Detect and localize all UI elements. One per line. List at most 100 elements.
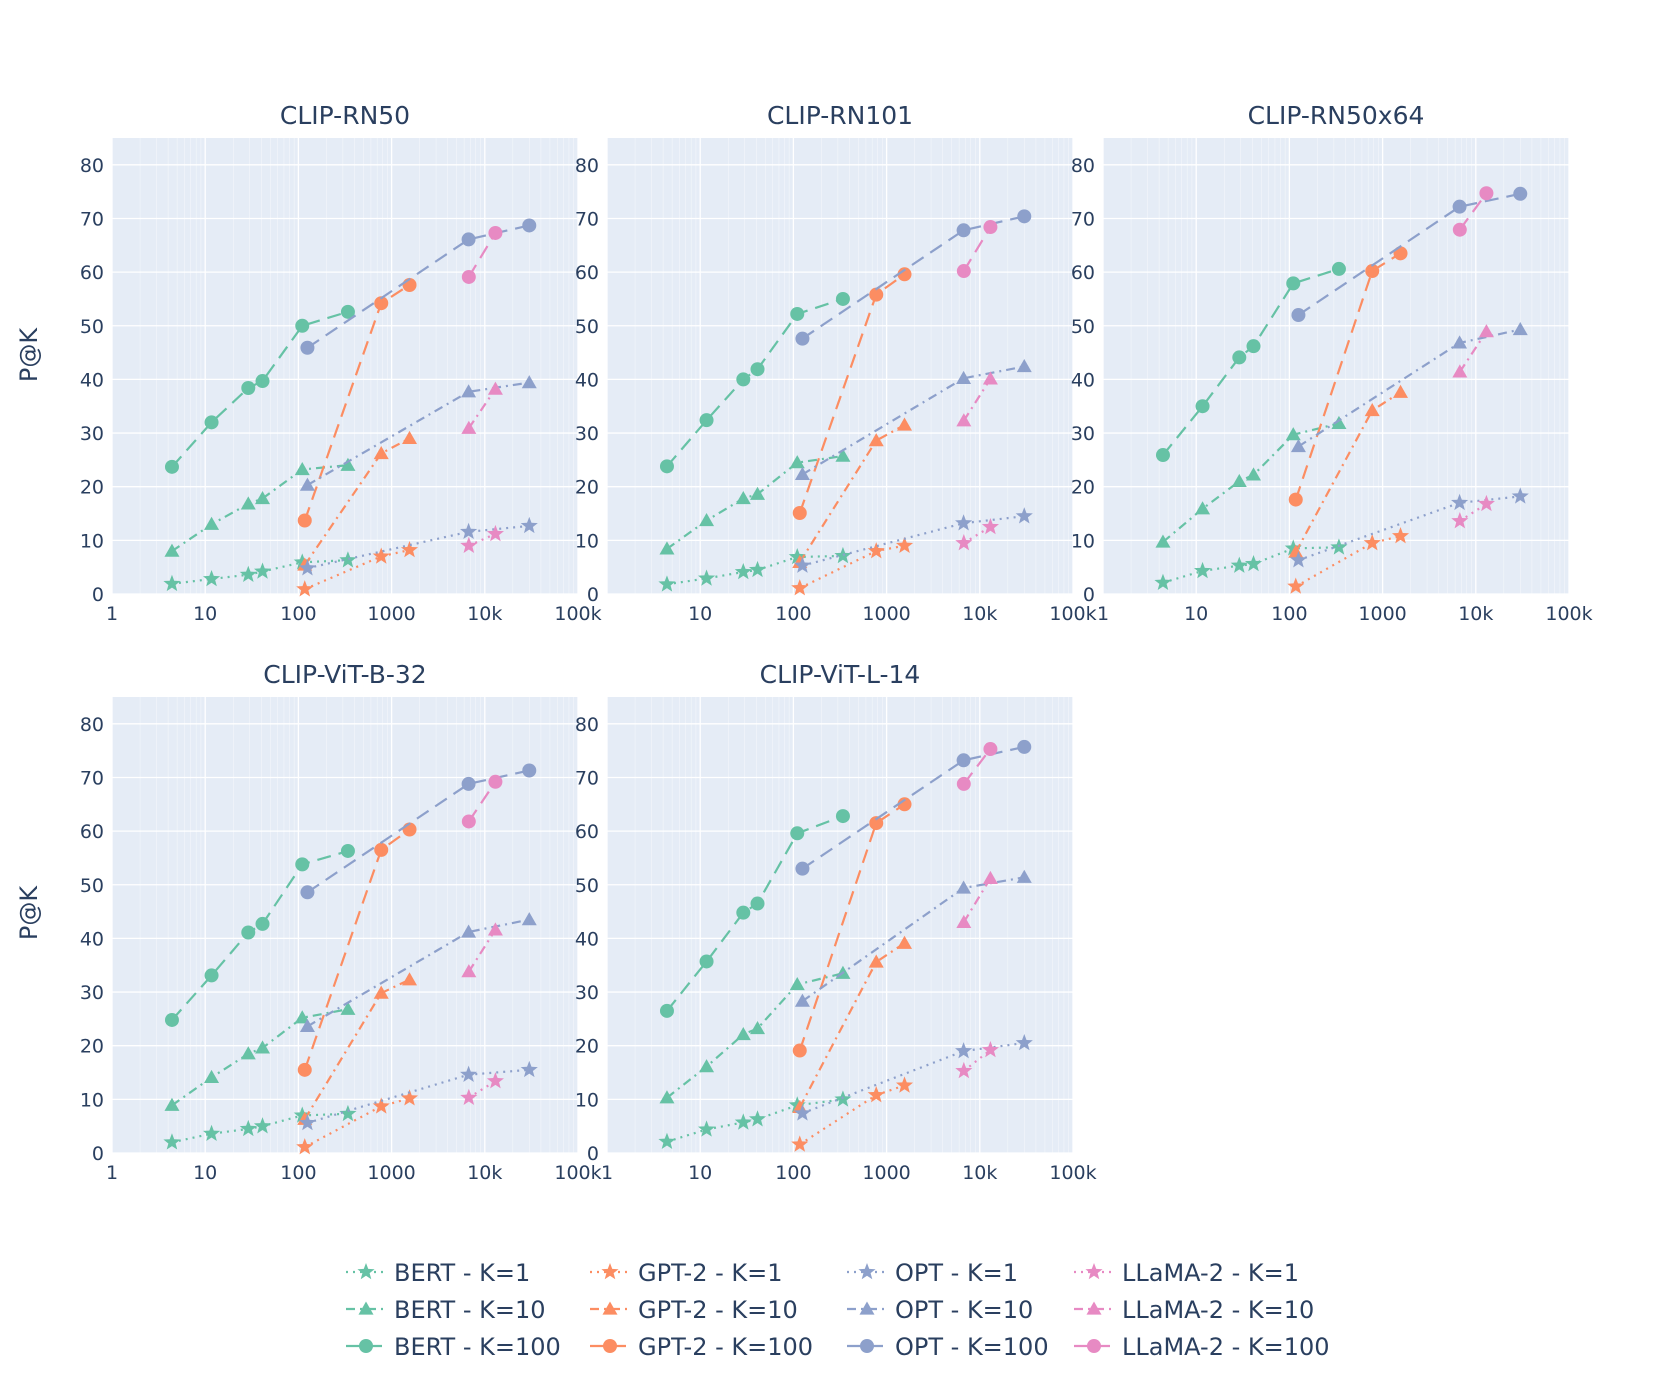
y-tick-label: 30	[80, 982, 104, 1004]
data-point-bert-k1	[748, 1110, 767, 1127]
data-point-opt-k10	[794, 993, 810, 1007]
x-tick-label: 10k	[467, 1162, 502, 1184]
y-tick-label: 60	[80, 821, 104, 843]
data-point-bert-k10	[750, 486, 766, 500]
data-point-llama-2-k10	[956, 914, 972, 928]
y-tick-label: 50	[575, 316, 599, 338]
data-point-opt-k10	[521, 375, 537, 389]
data-point-llama-2-k1	[1451, 512, 1469, 529]
data-point-llama-2-k10	[1452, 364, 1468, 378]
series-line-gpt-2-k1	[304, 1097, 410, 1149]
data-point-llama-2-k100	[983, 220, 998, 235]
data-point-gpt-2-k1	[400, 1089, 419, 1106]
data-point-gpt-2-k1	[400, 541, 419, 558]
data-point-bert-k100	[1232, 350, 1247, 365]
data-point-bert-k100	[790, 826, 805, 841]
data-point-gpt-2-k100	[374, 842, 389, 857]
y-tick-label: 50	[575, 875, 599, 897]
data-point-llama-2-k100	[1479, 186, 1494, 201]
data-point-gpt-2-k100	[869, 287, 884, 302]
data-point-gpt-2-k10	[1393, 384, 1409, 398]
data-point-bert-k100	[204, 415, 219, 430]
panel-title: CLIP-RN50	[280, 101, 410, 130]
series-line-bert-k100	[171, 849, 349, 1021]
data-point-opt-k1	[460, 1065, 478, 1082]
data-point-opt-k10	[1452, 335, 1468, 349]
x-tick-label: 1	[601, 1162, 613, 1184]
x-tick-label: 1	[1097, 603, 1109, 625]
data-point-bert-k1	[658, 1132, 676, 1150]
data-point-bert-k10	[699, 1059, 715, 1073]
legend-item: LLaMA-2 - K=100	[1074, 1333, 1330, 1361]
data-point-llama-2-k1	[486, 524, 504, 542]
data-point-bert-k10	[789, 977, 805, 991]
data-point-gpt-2-k10	[897, 417, 913, 431]
data-point-bert-k10	[240, 496, 256, 510]
data-point-opt-k1	[460, 522, 478, 540]
x-tick-label: 100k	[554, 603, 601, 625]
data-point-bert-k1	[339, 551, 357, 568]
data-point-llama-2-k100	[461, 269, 476, 284]
data-point-bert-k10	[340, 457, 356, 471]
data-point-bert-k1	[1194, 561, 1212, 579]
data-point-gpt-2-k1	[1391, 527, 1410, 544]
chart-panels: 1 10 100 1000 10k 100k01020304050607080CLIP-R…	[80, 101, 1593, 1184]
data-point-bert-k10	[164, 1097, 180, 1111]
data-point-bert-k10	[255, 1040, 271, 1054]
x-tick-label: 100k	[1545, 603, 1592, 625]
data-point-opt-k1	[793, 1104, 811, 1121]
data-point-bert-k10	[789, 455, 805, 469]
panel-clip-rn50: 1 10 100 1000 10k 100k01020304050607080CLIP-R…	[80, 101, 602, 625]
panel-title: CLIP-RN101	[767, 101, 913, 130]
data-point-opt-k10	[1016, 359, 1032, 373]
legend-item: GPT-2 - K=100	[590, 1333, 813, 1361]
x-tick-label: 100	[280, 1162, 316, 1184]
data-point-llama-2-k1	[981, 517, 999, 535]
data-point-llama-2-k10	[461, 420, 477, 434]
data-point-bert-k10	[255, 491, 271, 505]
data-point-llama-2-k1	[460, 536, 478, 553]
panel-clip-rn50x64: 1 10 100 1000 10k 100k 0 10 20 30 40 50 60 70 80 CLIP-R…	[1071, 101, 1593, 625]
data-point-bert-k1	[748, 560, 767, 578]
data-point-opt-k100	[956, 223, 971, 238]
data-point-bert-k1	[698, 1120, 716, 1137]
data-point-opt-k10	[1016, 869, 1032, 883]
y-tick-label: 20	[575, 1036, 599, 1058]
data-point-llama-2-k1	[981, 1041, 999, 1058]
legend-marker	[859, 1301, 875, 1315]
series-line-bert-k1	[666, 554, 843, 586]
data-point-gpt-2-k1	[791, 579, 809, 596]
x-tick-label: 1	[106, 603, 118, 625]
data-point-opt-k100	[956, 753, 971, 768]
x-tick-label: 100	[775, 603, 811, 625]
data-point-bert-k100	[340, 304, 355, 319]
data-point-opt-k10	[1512, 322, 1528, 336]
data-point-opt-k100	[522, 763, 537, 778]
data-point-bert-k1	[239, 565, 257, 582]
y-tick-label: 30	[575, 423, 599, 445]
data-point-bert-k100	[295, 857, 310, 872]
data-point-gpt-2-k1	[895, 1076, 914, 1093]
plot-background	[112, 697, 578, 1153]
data-point-opt-k1	[298, 559, 316, 576]
data-point-bert-k1	[203, 1124, 221, 1141]
data-point-opt-k1	[1015, 507, 1033, 524]
series-line-llama-2-k100	[467, 781, 497, 823]
series-line-bert-k100	[1162, 267, 1340, 456]
data-point-bert-k1	[1154, 573, 1172, 591]
legend-marker	[1086, 1301, 1102, 1315]
legend-label: BERT - K=100	[394, 1333, 561, 1361]
series-line-bert-k10	[171, 1008, 349, 1107]
y-tick-label: 60	[80, 262, 104, 284]
legend-item: GPT-2 - K=1	[590, 1259, 783, 1287]
data-point-bert-k1	[698, 569, 716, 586]
data-point-gpt-2-k100	[1365, 264, 1380, 279]
data-point-bert-k1	[1244, 554, 1263, 572]
y-tick-label: 70	[575, 208, 599, 230]
y-tick-label: 20	[80, 477, 104, 499]
data-point-gpt-2-k100	[897, 797, 912, 812]
data-point-opt-k10	[521, 912, 537, 926]
legend-marker	[602, 1301, 618, 1315]
data-point-llama-2-k10	[956, 413, 972, 427]
data-point-gpt-2-k1	[372, 1097, 390, 1114]
